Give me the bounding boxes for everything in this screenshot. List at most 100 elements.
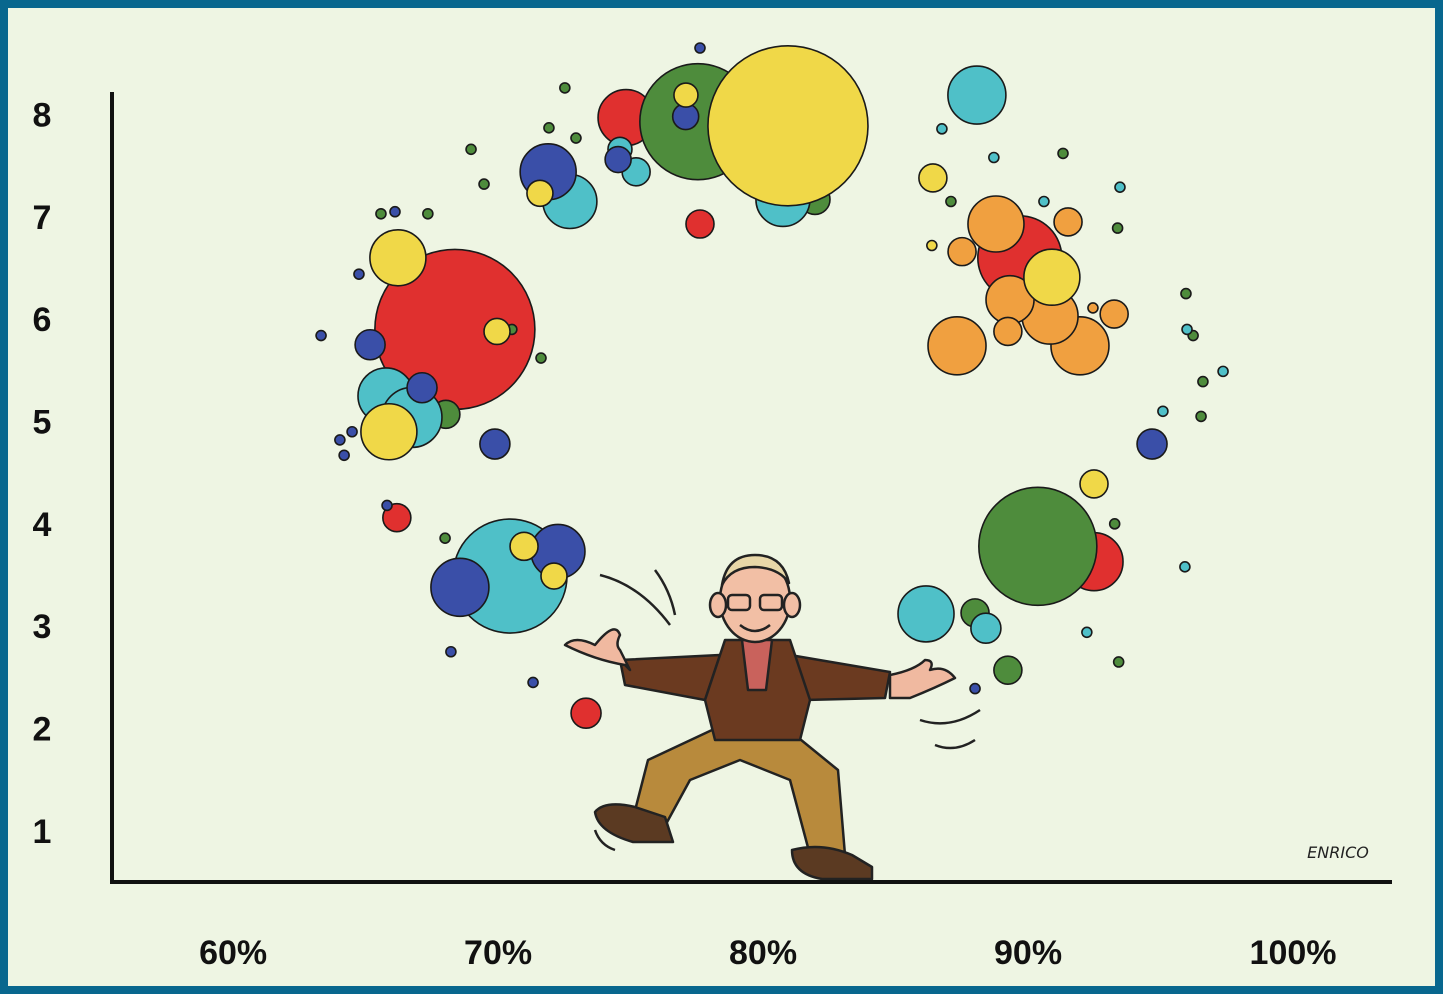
motion-line <box>934 738 976 750</box>
bubble <box>439 532 451 544</box>
bubble <box>897 585 955 643</box>
bubble <box>382 502 412 533</box>
x-tick-label: 70% <box>464 934 532 972</box>
bubble <box>1038 195 1050 208</box>
bubble <box>988 151 1000 164</box>
y-tick-label: 5 <box>33 404 52 442</box>
motion-line <box>599 573 671 626</box>
bubble <box>1111 222 1124 234</box>
y-tick-label: 7 <box>33 199 52 237</box>
bubble <box>570 132 582 144</box>
bubble <box>945 195 957 208</box>
hair <box>720 553 791 587</box>
bubble <box>993 655 1023 685</box>
bubble <box>334 434 346 446</box>
bubble <box>422 207 434 220</box>
bubble <box>1180 287 1192 300</box>
y-tick-label: 3 <box>33 608 52 646</box>
bubble <box>527 676 539 689</box>
bubble <box>526 179 554 208</box>
bubble <box>1112 656 1125 668</box>
bubble <box>1181 323 1193 336</box>
glasses <box>726 593 752 612</box>
bubble <box>947 236 977 267</box>
y-tick-label: 2 <box>33 711 52 749</box>
bubble <box>947 65 1007 125</box>
bubble <box>430 557 490 618</box>
bubble <box>1195 410 1207 423</box>
shirt <box>740 638 774 692</box>
hand <box>888 658 957 700</box>
bubble <box>970 612 1002 645</box>
hand <box>563 628 632 672</box>
bubble <box>936 123 948 135</box>
bubble <box>369 228 427 287</box>
x-tick-label: 90% <box>994 934 1062 972</box>
bubble <box>1108 518 1121 530</box>
y-tick-label: 4 <box>33 506 52 544</box>
motion-line <box>653 569 677 616</box>
bubble <box>685 209 715 239</box>
bubble <box>604 145 632 174</box>
bubble <box>993 316 1023 347</box>
bubble <box>375 207 387 220</box>
bubble <box>478 178 490 190</box>
bubble <box>707 44 869 207</box>
bubble <box>381 499 393 512</box>
x-tick-label: 60% <box>199 934 267 972</box>
bubble <box>969 682 981 695</box>
bubble <box>1087 302 1099 314</box>
ear <box>708 591 728 619</box>
bubble <box>406 371 438 404</box>
bubble <box>1217 365 1229 378</box>
bubble <box>926 239 938 252</box>
bubble <box>1157 405 1169 418</box>
x-tick-label: 100% <box>1250 934 1337 972</box>
x-tick-label: 80% <box>729 934 797 972</box>
y-tick-label: 6 <box>33 301 52 339</box>
bubble <box>315 329 327 342</box>
bubble <box>338 449 350 462</box>
bubble <box>1057 147 1069 160</box>
bubble <box>1081 626 1093 639</box>
bubble <box>543 122 555 134</box>
bubble <box>1023 248 1081 307</box>
bubble <box>1114 181 1126 193</box>
ear <box>782 591 802 619</box>
bubble <box>465 143 477 156</box>
bubble <box>479 428 511 460</box>
bubble <box>535 352 547 364</box>
bubble <box>1179 561 1191 573</box>
bubble <box>1136 428 1168 460</box>
bubble <box>918 163 948 193</box>
smile <box>739 623 771 633</box>
bubble <box>1079 469 1109 499</box>
bubble <box>360 402 418 461</box>
motion-line <box>919 708 981 725</box>
bubble <box>354 328 386 361</box>
bubble <box>1053 207 1083 237</box>
bubble <box>967 195 1025 253</box>
bubble-layer <box>315 42 1229 729</box>
glasses <box>758 593 784 612</box>
bubble <box>346 425 358 438</box>
shoe <box>790 845 874 881</box>
y-tick-label: 8 <box>33 97 52 135</box>
bubble <box>540 562 568 590</box>
bubble <box>445 645 457 658</box>
bubble <box>927 315 987 376</box>
bubble <box>559 82 571 94</box>
bubble <box>673 82 699 108</box>
motion-line <box>593 829 616 852</box>
bubble <box>694 42 706 54</box>
bubble <box>570 697 602 729</box>
bubble <box>509 531 539 562</box>
juggler <box>563 553 981 881</box>
shoe <box>593 803 675 844</box>
bubble <box>389 205 401 218</box>
bubble <box>1099 299 1129 329</box>
bubble <box>353 268 365 280</box>
y-tick-label: 1 <box>33 813 52 851</box>
